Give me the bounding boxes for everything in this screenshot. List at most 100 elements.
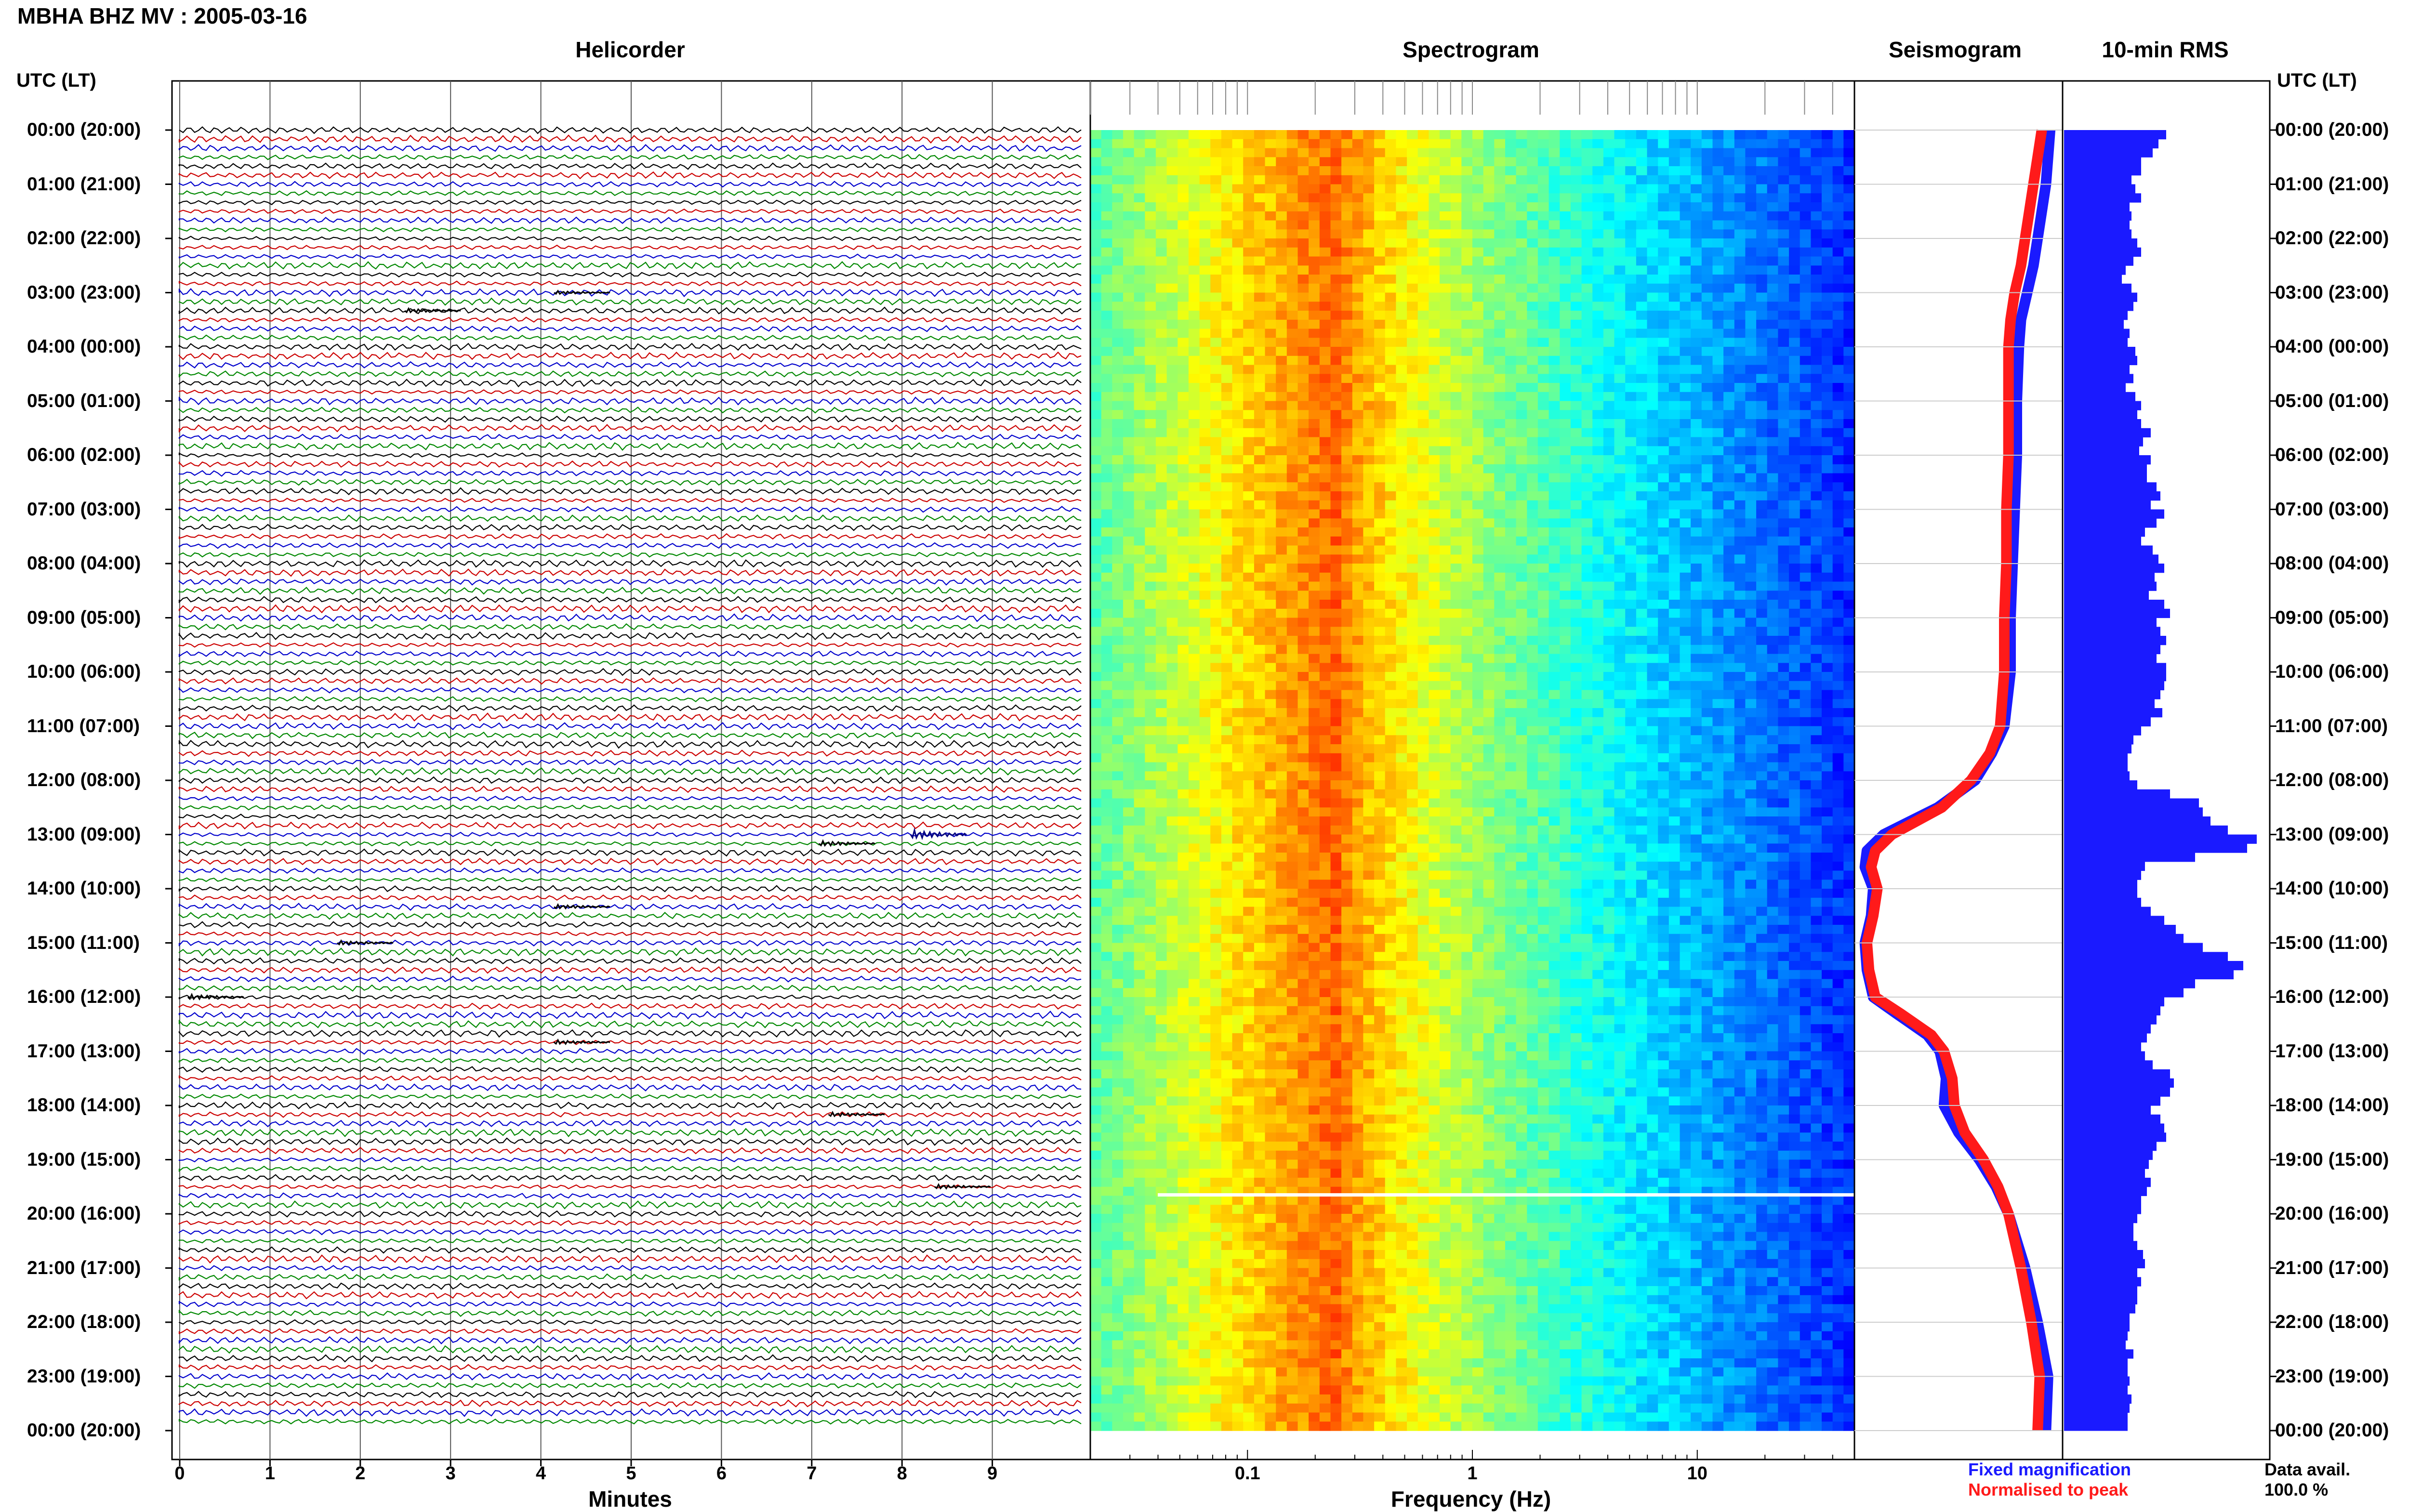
spectrogram-cell (1276, 193, 1287, 203)
spectrogram-cell (1112, 446, 1124, 456)
spectrogram-cell (1832, 464, 1844, 474)
spectrogram-cell (1221, 744, 1233, 754)
spectrogram-cell (1767, 247, 1778, 257)
spectrogram-cell (1188, 329, 1200, 338)
spectrogram-cell (1341, 247, 1353, 257)
spectrogram-cell (1090, 311, 1102, 320)
spectrogram-cell (1341, 572, 1353, 582)
spectrogram-cell (1297, 437, 1309, 447)
spectrogram-cell (1483, 311, 1495, 320)
spectrogram-cell (1396, 708, 1407, 718)
spectrogram-cell (1789, 302, 1800, 311)
spectrogram-cell (1516, 175, 1527, 185)
spectrogram-cell (1243, 148, 1255, 158)
spectrogram-cell (1286, 536, 1298, 546)
spectrogram-cell (1625, 464, 1637, 474)
spectrogram-cell (1472, 401, 1484, 410)
spectrogram-cell (1254, 482, 1266, 492)
spectrogram-cell (1592, 591, 1604, 600)
spectrogram-cell (1701, 419, 1713, 429)
spectrogram-cell (1625, 302, 1637, 311)
spectrogram-cell (1221, 482, 1233, 492)
spectrogram-cell (1592, 311, 1604, 320)
spectrogram-cell (1494, 338, 1506, 347)
spectrogram-cell (1210, 708, 1222, 718)
spectrogram-cell (1210, 347, 1222, 356)
spectrogram-cell (1166, 392, 1178, 402)
spectrogram-cell (1701, 672, 1713, 682)
spectrogram-cell (1472, 319, 1484, 329)
spectrogram-cell (1614, 419, 1626, 429)
spectrogram-cell (1265, 347, 1276, 356)
spectrogram-cell (1155, 347, 1167, 356)
helicorder-trace (178, 244, 1082, 250)
helicorder-trace (178, 759, 1082, 766)
spectrogram-cell (1734, 699, 1746, 709)
helicorder-trace (178, 434, 1082, 441)
spectrogram-cell (1221, 545, 1233, 555)
spectrogram-cell (1341, 139, 1353, 149)
spectrogram-cell (1668, 491, 1681, 501)
spectrogram-cell (1778, 130, 1789, 140)
spectrogram-cell (1286, 265, 1298, 275)
spectrogram-cell (1134, 130, 1145, 140)
spectrogram-cell (1800, 175, 1811, 185)
spectrogram-cell (1374, 473, 1386, 483)
spectrogram-cell (1297, 591, 1309, 600)
spectrogram-cell (1658, 175, 1669, 185)
spectrogram-cell (1592, 184, 1604, 194)
spectrogram-cell (1603, 744, 1615, 754)
spectrogram-cell (1385, 518, 1396, 528)
spectrogram-cell (1581, 627, 1593, 636)
spectrogram-cell (1756, 193, 1768, 203)
spectrogram-cell (1352, 175, 1364, 185)
spectrogram-cell (1461, 202, 1473, 212)
spectrogram-cell (1178, 735, 1189, 745)
helicorder-trace (178, 1354, 1082, 1363)
helicorder-trace (178, 1319, 1082, 1326)
spectrogram-cell (1385, 726, 1396, 736)
spectrogram-cell (1363, 311, 1375, 320)
spectrogram-cell (1712, 175, 1724, 185)
spectrogram-cell (1723, 627, 1735, 636)
spectrogram-cell (1483, 744, 1495, 754)
spectrogram-cell (1800, 473, 1811, 483)
spectrogram-cell (1112, 338, 1124, 347)
spectrogram-cell (1778, 690, 1789, 699)
helicorder-trace (178, 1157, 1082, 1163)
spectrogram-cell (1166, 735, 1178, 745)
spectrogram-cell (1527, 618, 1538, 627)
spectrogram-cell (1112, 455, 1124, 465)
spectrogram-cell (1691, 600, 1702, 609)
spectrogram-cell (1385, 690, 1396, 699)
spectrogram-cell (1461, 708, 1473, 718)
spectrogram-cell (1461, 229, 1473, 239)
spectrogram-cell (1537, 383, 1549, 393)
spectrogram-cell (1178, 744, 1189, 754)
spectrogram-cell (1516, 193, 1527, 203)
spectrogram-cell (1778, 500, 1789, 510)
spectrogram-cell (1723, 644, 1735, 655)
spectrogram-cell (1254, 329, 1266, 338)
spectrogram-cell (1265, 618, 1276, 627)
spectrogram-cell (1286, 347, 1298, 356)
spectrogram-cell (1440, 726, 1451, 736)
spectrogram-cell (1723, 292, 1735, 302)
spectrogram-cell (1461, 672, 1473, 682)
spectrogram-cell (1483, 157, 1495, 167)
spectrogram-cell (1178, 627, 1189, 636)
spectrogram-cell (1843, 347, 1855, 356)
spectrogram-cell (1723, 717, 1735, 727)
spectrogram-cell (1658, 654, 1669, 663)
spectrogram-cell (1178, 347, 1189, 356)
spectrogram-cell (1232, 572, 1244, 582)
spectrogram-cell (1145, 374, 1156, 383)
spectrogram-cell (1309, 482, 1320, 492)
spectrogram-cell (1505, 600, 1517, 609)
spectrogram-cell (1745, 672, 1757, 682)
spectrogram-cell (1767, 365, 1778, 374)
spectrogram-cell (1396, 644, 1407, 655)
spectrogram-cell (1101, 238, 1112, 248)
spectrogram-cell (1363, 473, 1375, 483)
spectrogram-cell (1658, 491, 1669, 501)
